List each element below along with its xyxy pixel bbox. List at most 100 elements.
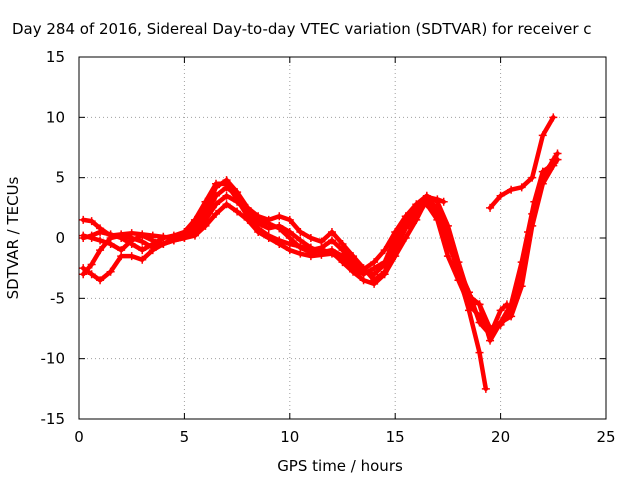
y-tick-label: 5 bbox=[55, 169, 65, 187]
chart-title: Day 284 of 2016, Sidereal Day-to-day VTE… bbox=[12, 20, 592, 38]
data-point bbox=[553, 149, 562, 158]
x-tick-label: 15 bbox=[386, 428, 405, 446]
series-6 bbox=[486, 113, 558, 212]
series-line bbox=[487, 115, 556, 211]
data-point bbox=[327, 227, 336, 236]
data-point bbox=[464, 291, 473, 300]
data-point bbox=[496, 306, 505, 315]
data-point bbox=[317, 250, 326, 259]
data-point bbox=[190, 215, 199, 224]
data-point bbox=[401, 212, 410, 221]
data-point bbox=[190, 231, 199, 240]
data-point bbox=[87, 231, 96, 240]
y-tick-label: -5 bbox=[50, 289, 65, 307]
plot-frame bbox=[78, 56, 607, 420]
x-tick-label: 20 bbox=[491, 428, 510, 446]
data-point bbox=[212, 209, 221, 218]
x-tick-label: 0 bbox=[74, 428, 84, 446]
data-point bbox=[538, 167, 547, 176]
data-point bbox=[285, 215, 294, 224]
data-point bbox=[349, 258, 358, 267]
data-point bbox=[391, 252, 400, 261]
data-point bbox=[106, 230, 115, 239]
series-line bbox=[80, 193, 489, 392]
data-point bbox=[412, 215, 421, 224]
data-point bbox=[327, 236, 336, 245]
data-point bbox=[338, 246, 347, 255]
data-point bbox=[254, 215, 263, 224]
data-point bbox=[454, 276, 463, 285]
data-point bbox=[201, 197, 210, 206]
data-point bbox=[517, 183, 526, 192]
data-point bbox=[433, 197, 442, 206]
data-point bbox=[96, 227, 105, 236]
data-point bbox=[327, 249, 336, 258]
x-axis-label: GPS time / hours bbox=[277, 457, 403, 475]
data-point bbox=[106, 267, 115, 276]
data-point bbox=[264, 231, 273, 240]
data-point bbox=[496, 318, 505, 327]
data-point bbox=[528, 173, 537, 182]
data-point bbox=[159, 234, 168, 242]
data-point bbox=[117, 234, 126, 242]
data-point bbox=[138, 237, 147, 246]
data-point bbox=[443, 252, 452, 261]
data-point bbox=[254, 224, 263, 233]
data-point bbox=[507, 300, 516, 309]
data-point bbox=[549, 113, 558, 122]
data-point bbox=[370, 258, 379, 267]
y-tick-label: 0 bbox=[55, 229, 65, 247]
y-tick-label: -15 bbox=[41, 410, 66, 428]
data-point bbox=[222, 179, 231, 188]
data-point bbox=[296, 227, 305, 236]
data-point bbox=[380, 246, 389, 255]
data-point bbox=[222, 200, 231, 209]
data-point bbox=[87, 260, 96, 269]
data-point bbox=[127, 252, 136, 261]
data-point bbox=[422, 200, 431, 209]
series-7 bbox=[475, 161, 556, 345]
data-point bbox=[380, 258, 389, 267]
data-point bbox=[138, 246, 147, 255]
data-point bbox=[454, 258, 463, 267]
data-point bbox=[401, 234, 410, 242]
data-point bbox=[433, 215, 442, 224]
data-point bbox=[359, 265, 368, 274]
data-point bbox=[87, 270, 96, 279]
series-3 bbox=[79, 191, 490, 393]
data-point bbox=[481, 384, 490, 393]
y-tick-label: 15 bbox=[46, 48, 65, 66]
data-point bbox=[475, 300, 484, 309]
data-point bbox=[549, 155, 558, 164]
data-point bbox=[79, 215, 88, 224]
data-point bbox=[443, 221, 452, 230]
data-point bbox=[338, 255, 347, 264]
data-point bbox=[538, 131, 547, 140]
data-point bbox=[138, 255, 147, 264]
data-point bbox=[486, 203, 495, 212]
data-point bbox=[79, 234, 88, 242]
y-tick-label: 10 bbox=[46, 108, 65, 126]
data-point bbox=[243, 212, 252, 221]
data-point bbox=[306, 246, 315, 255]
data-point bbox=[317, 243, 326, 252]
x-tick-label: 10 bbox=[280, 428, 299, 446]
data-point bbox=[524, 227, 533, 236]
data-point bbox=[391, 227, 400, 236]
data-point bbox=[380, 270, 389, 279]
data-point bbox=[264, 219, 273, 228]
data-point bbox=[117, 252, 126, 261]
data-point bbox=[547, 161, 556, 170]
data-point bbox=[96, 246, 105, 255]
y-tick-label: -10 bbox=[41, 350, 66, 368]
data-point bbox=[296, 249, 305, 258]
data-point bbox=[475, 348, 484, 357]
data-point bbox=[496, 191, 505, 200]
data-point bbox=[212, 179, 221, 188]
data-point bbox=[169, 231, 178, 240]
data-point bbox=[370, 279, 379, 288]
data-point bbox=[222, 191, 231, 200]
data-point bbox=[275, 212, 284, 221]
data-point bbox=[422, 191, 431, 200]
